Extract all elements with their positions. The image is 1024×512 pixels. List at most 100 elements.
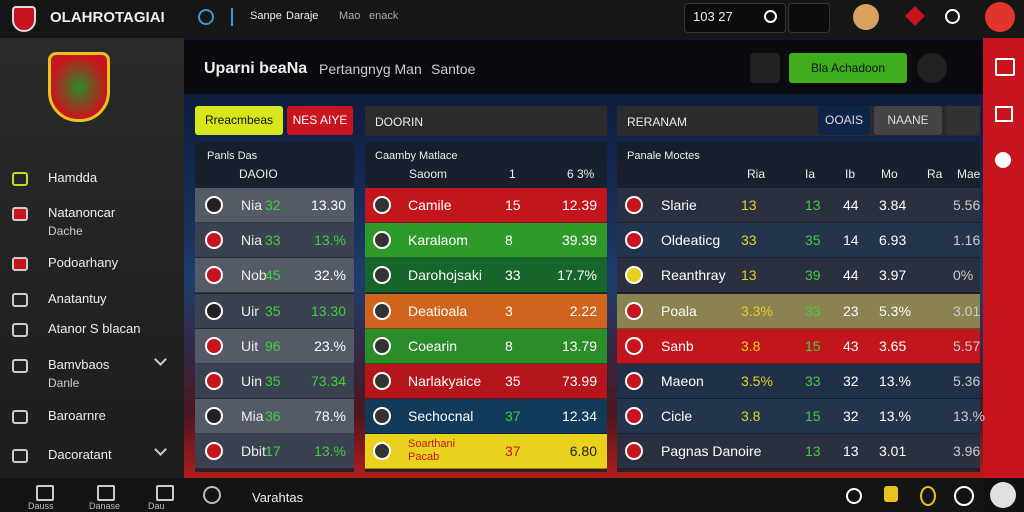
panel-title: RERANAM xyxy=(627,115,688,129)
avatar[interactable] xyxy=(990,482,1016,508)
nav-item[interactable]: Natanoncar Dache xyxy=(0,199,184,249)
nav-item[interactable]: Podoarhany xyxy=(0,249,184,280)
stat: 44 xyxy=(843,267,859,284)
stat: 44 xyxy=(843,197,859,213)
team-name: Poala xyxy=(661,302,697,319)
rail-icon[interactable] xyxy=(995,58,1015,76)
nav-label: Dacoratant xyxy=(48,447,112,462)
table-row[interactable]: Slarie 13 13 44 3.84 5.56 xyxy=(617,188,980,223)
tab-button[interactable]: NAANE xyxy=(874,106,942,135)
team-name: Soarthani Pacab xyxy=(408,438,456,464)
stat: 78.% xyxy=(314,408,346,425)
panel-title: DOORIN xyxy=(375,115,423,129)
column-header: 6 3% xyxy=(567,167,595,181)
content-header: Uparni beaNa Pertangnyg Man Santoe Bla A… xyxy=(184,40,983,94)
table-row[interactable]: Uin 35 73.34 xyxy=(195,364,354,399)
nav-item[interactable]: Anatantuy xyxy=(0,285,184,316)
table-row[interactable]: Nia 33 13.% xyxy=(195,223,354,259)
table-row[interactable]: Sanb 3.8 15 43 3.65 5.57 xyxy=(617,328,981,364)
chevron xyxy=(154,443,167,456)
stat: 73.34 xyxy=(310,373,346,389)
nav-label: Baroarnre xyxy=(48,408,106,423)
table-row[interactable]: Uit 96 23.% xyxy=(195,328,354,364)
table-row[interactable]: Karalaom 8 39.39 xyxy=(365,223,607,259)
bottom-icon[interactable] xyxy=(920,486,936,506)
team-name: Karalaom xyxy=(408,232,468,249)
stat: 13.% xyxy=(314,443,346,460)
nav-item[interactable]: Baroarnre xyxy=(0,402,184,433)
table-row[interactable]: Maeon 3.5% 33 32 13.% 5.36 xyxy=(617,364,980,399)
action-button[interactable] xyxy=(985,2,1015,32)
footer-icon[interactable] xyxy=(156,485,174,501)
search-button[interactable] xyxy=(946,106,980,135)
table-row[interactable]: Oldeaticg 33 35 14 6.93 1.16 xyxy=(617,223,980,259)
notification-icon[interactable] xyxy=(905,6,925,26)
search-icon[interactable] xyxy=(945,9,960,24)
rail-icon[interactable] xyxy=(995,106,1013,122)
search-icon[interactable] xyxy=(846,488,862,504)
table-row[interactable]: Pagnas Danoire 13 13 3.01 3.96 xyxy=(617,434,980,470)
table-row[interactable]: Nia 32 13.30 xyxy=(195,188,354,223)
search-icon[interactable] xyxy=(198,9,214,25)
primary-button[interactable]: Bla Achadoon xyxy=(789,53,907,83)
tab[interactable]: Pertangnyg Man xyxy=(319,61,422,77)
filter-button[interactable]: Rreacmbeas xyxy=(195,106,283,135)
search-text: Daraje xyxy=(286,10,319,22)
nav-item[interactable]: Bamvbaos Danle xyxy=(0,351,184,401)
search-button[interactable] xyxy=(917,53,947,83)
nav-label: Danle xyxy=(48,376,80,390)
table-row[interactable]: Narlakyaice 35 73.99 xyxy=(365,364,607,399)
table-row[interactable]: Coearin 8 13.79 xyxy=(365,328,607,364)
tab-button[interactable]: OOAIS xyxy=(818,106,870,135)
settings-box[interactable] xyxy=(788,3,830,33)
table-row[interactable]: Soarthani Pacab 37 6.80 xyxy=(365,434,607,470)
team-icon xyxy=(625,336,643,355)
table-row[interactable]: Deatioala 3 2.22 xyxy=(365,293,607,329)
panel-results: Panale Moctes Ria Ia Ib Mo Ra Mae Slarie 13 13 44 3… xyxy=(617,142,985,472)
table-row[interactable]: Nob 45 32.% xyxy=(195,258,354,294)
app-logo[interactable] xyxy=(12,6,36,32)
table-row[interactable]: Darohojsaki 33 17.7% xyxy=(365,258,607,294)
stat: 13 xyxy=(741,267,757,284)
table-row[interactable]: Mia 36 78.% xyxy=(195,399,354,435)
footer-icon[interactable] xyxy=(97,485,115,501)
avatar[interactable] xyxy=(853,4,879,30)
table-row[interactable]: Reanthray 13 39 44 3.97 0% xyxy=(617,258,980,294)
rail-icon[interactable] xyxy=(995,152,1011,168)
search-icon[interactable] xyxy=(764,10,777,23)
team-icon xyxy=(205,336,223,355)
table-row[interactable]: Cicle 3.8 15 32 13.% 13.% xyxy=(617,399,985,435)
stat: 33 xyxy=(741,232,757,249)
stat: 33 xyxy=(805,373,821,389)
footer-icon[interactable] xyxy=(36,485,54,501)
stat: 13.30 xyxy=(310,197,346,213)
sidebar xyxy=(0,38,184,478)
stat: 35 xyxy=(805,232,821,249)
bottom-icon[interactable] xyxy=(884,486,898,502)
table-row[interactable]: Camile 15 12.39 xyxy=(365,188,607,223)
filter-button[interactable]: NES AIYE xyxy=(287,106,353,135)
divider xyxy=(231,8,233,26)
stat: 12.34 xyxy=(561,408,597,425)
nav-item[interactable]: Dacoratant xyxy=(0,441,184,472)
chevron xyxy=(154,353,167,366)
stat: 5.57 xyxy=(953,337,981,354)
team-name: Dbit xyxy=(241,443,266,460)
bottom-icon[interactable] xyxy=(203,486,221,504)
stat: 3.5% xyxy=(741,373,773,389)
table-row[interactable]: Sechocnal 37 12.34 xyxy=(365,399,607,435)
bottom-icon[interactable] xyxy=(954,486,974,506)
nav-item[interactable]: Atanor S blacan xyxy=(0,315,184,346)
nav-item[interactable]: Hamdda xyxy=(0,164,184,195)
team-name: Uin xyxy=(241,373,263,389)
table-row[interactable]: Dbit 17 13.% xyxy=(195,434,354,470)
team-icon xyxy=(373,336,391,355)
tab[interactable]: Santoe xyxy=(431,61,476,77)
stat: 13.% xyxy=(879,373,911,389)
table-row[interactable]: Uir 35 13.30 xyxy=(195,293,354,329)
nav-label: Podoarhany xyxy=(48,255,119,270)
table-row[interactable]: Poala 3.3% 33 23 5.3% 3.01 xyxy=(617,293,980,329)
team-icon xyxy=(205,301,223,320)
right-rail xyxy=(983,38,1024,478)
icon-button[interactable] xyxy=(750,53,780,83)
